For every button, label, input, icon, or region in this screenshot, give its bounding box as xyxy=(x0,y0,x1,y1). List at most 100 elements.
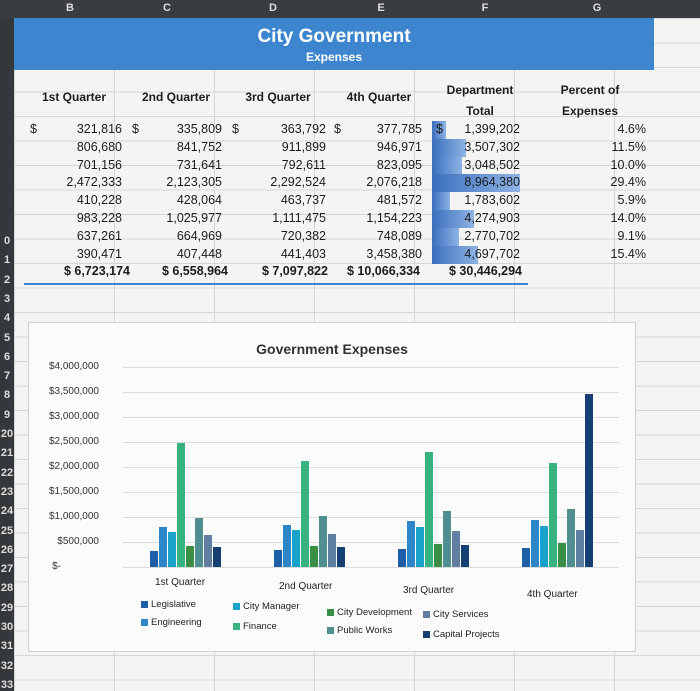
column-header-c[interactable]: C xyxy=(163,2,171,14)
chart-bar[interactable] xyxy=(203,535,212,567)
table-cell[interactable]: 841,752 xyxy=(176,139,222,154)
row-header[interactable]: 2 xyxy=(3,273,11,286)
table-cell[interactable]: 792,611 xyxy=(281,157,326,172)
chart-bar[interactable] xyxy=(212,547,221,567)
row-header[interactable]: 6 xyxy=(3,350,11,363)
table-cell[interactable]: 1,154,223 xyxy=(366,211,422,225)
chart-bar[interactable] xyxy=(424,452,433,567)
table-cell[interactable]: 14.0% xyxy=(610,211,646,225)
legend-item[interactable]: Capital Projects xyxy=(423,629,500,640)
chart-bar[interactable] xyxy=(167,531,176,567)
table-cell[interactable]: 946,971 xyxy=(376,139,422,154)
legend-item[interactable]: Legislative xyxy=(141,599,196,610)
chart-bar[interactable] xyxy=(291,530,300,567)
row-header[interactable]: 9 xyxy=(3,408,11,421)
chart-bar[interactable] xyxy=(158,526,167,567)
table-cell[interactable]: 806,680 xyxy=(76,139,122,154)
row-header[interactable]: 7 xyxy=(3,370,11,383)
table-cell[interactable]: 377,785 xyxy=(376,122,422,136)
table-cell[interactable]: 5.9% xyxy=(617,193,647,208)
row-header[interactable]: 33 xyxy=(0,678,14,691)
table-cell[interactable]: 335,809 xyxy=(176,122,222,136)
table-cell[interactable]: 321,816 xyxy=(76,122,122,136)
chart-bar[interactable] xyxy=(584,394,593,567)
table-cell[interactable]: 410,228 xyxy=(76,193,122,208)
table-cell[interactable]: 3,507,302 xyxy=(464,139,520,154)
table-cell[interactable]: 407,448 xyxy=(176,246,222,261)
total-cell[interactable]: $ 7,097,822 xyxy=(261,264,328,279)
chart-bar[interactable] xyxy=(176,443,185,567)
table-cell[interactable]: 3,048,502 xyxy=(464,157,520,172)
table-cell[interactable]: 983,228 xyxy=(76,211,122,225)
chart-bar[interactable] xyxy=(415,527,424,567)
table-cell[interactable]: 15.4% xyxy=(610,246,646,261)
chart-bar[interactable] xyxy=(521,548,530,567)
table-cell[interactable]: 10.0% xyxy=(610,157,646,172)
chart-bar[interactable] xyxy=(194,517,203,567)
row-header[interactable]: 27 xyxy=(0,563,14,576)
table-cell[interactable]: 911,899 xyxy=(281,139,326,154)
table-cell[interactable]: 664,969 xyxy=(176,228,222,243)
table-cell[interactable]: 463,737 xyxy=(280,193,326,208)
column-header-e[interactable]: E xyxy=(377,2,385,14)
column-header-g[interactable]: G xyxy=(592,2,602,14)
table-cell[interactable]: 29.4% xyxy=(610,175,646,190)
row-header[interactable]: 3 xyxy=(3,292,11,305)
chart-bar[interactable] xyxy=(566,509,575,567)
table-cell[interactable]: 2,292,524 xyxy=(270,175,326,190)
chart-bar[interactable] xyxy=(575,529,584,567)
row-header[interactable]: 23 xyxy=(0,485,14,498)
table-cell[interactable]: 1,025,977 xyxy=(166,211,222,225)
table-cell[interactable]: 4,274,903 xyxy=(464,211,520,225)
table-cell[interactable]: 2,770,702 xyxy=(464,228,520,243)
chart-bar[interactable] xyxy=(273,550,282,567)
chart-bar[interactable] xyxy=(309,545,318,567)
legend-item[interactable]: City Development xyxy=(327,607,412,618)
row-header[interactable]: 4 xyxy=(3,312,11,325)
row-header[interactable]: 31 xyxy=(0,640,14,653)
table-cell[interactable]: 637,261 xyxy=(76,228,122,243)
row-header[interactable]: 21 xyxy=(0,447,14,460)
table-cell[interactable]: 8,964,380 xyxy=(464,175,520,190)
row-header[interactable]: 20 xyxy=(0,428,14,440)
row-header[interactable]: 0 xyxy=(3,235,11,247)
chart-bar[interactable] xyxy=(406,521,415,567)
row-header[interactable]: 24 xyxy=(0,505,14,518)
legend-item[interactable]: Engineering xyxy=(141,617,202,628)
chart-bar[interactable] xyxy=(149,550,158,567)
chart-bar[interactable] xyxy=(397,548,406,567)
chart-bar[interactable] xyxy=(539,525,548,567)
table-cell[interactable]: 1,783,602 xyxy=(464,193,520,208)
table-cell[interactable]: 441,403 xyxy=(280,246,326,261)
table-cell[interactable]: 823,095 xyxy=(376,157,422,172)
row-header[interactable]: 32 xyxy=(0,659,14,672)
table-cell[interactable]: 1,399,202 xyxy=(464,122,520,136)
chart-bar[interactable] xyxy=(530,519,539,567)
table-cell[interactable]: 428,064 xyxy=(176,193,222,208)
legend-item[interactable]: City Manager xyxy=(233,601,300,612)
table-cell[interactable]: 701,156 xyxy=(76,157,122,172)
table-cell[interactable]: 2,123,305 xyxy=(166,175,222,190)
row-header[interactable]: 26 xyxy=(0,543,14,556)
total-cell[interactable]: $ 6,558,964 xyxy=(161,264,228,279)
chart-bar[interactable] xyxy=(548,463,557,567)
chart-bar[interactable] xyxy=(327,533,336,567)
row-header[interactable]: 25 xyxy=(0,524,14,537)
column-header-f[interactable]: F xyxy=(481,2,489,14)
table-cell[interactable]: 481,572 xyxy=(376,193,422,208)
row-header[interactable]: 1 xyxy=(3,254,11,267)
table-cell[interactable]: 2,472,333 xyxy=(66,175,122,190)
table-cell[interactable]: 11.5% xyxy=(611,139,646,154)
total-cell[interactable]: $ 6,723,174 xyxy=(63,264,130,279)
government-expenses-chart[interactable]: Government Expenses $- $500,000 $1,000,000… xyxy=(28,322,636,652)
table-cell[interactable]: 3,458,380 xyxy=(366,246,422,261)
legend-item[interactable]: Finance xyxy=(233,621,277,632)
table-cell[interactable]: 1,111,475 xyxy=(272,211,326,225)
table-cell[interactable]: 9.1% xyxy=(617,228,647,243)
table-cell[interactable]: 390,471 xyxy=(76,246,122,261)
table-cell[interactable]: 2,076,218 xyxy=(366,175,422,190)
chart-bar[interactable] xyxy=(557,542,566,567)
chart-bar[interactable] xyxy=(185,546,194,567)
total-cell[interactable]: $ 10,066,334 xyxy=(347,264,420,279)
chart-bar[interactable] xyxy=(318,515,327,567)
